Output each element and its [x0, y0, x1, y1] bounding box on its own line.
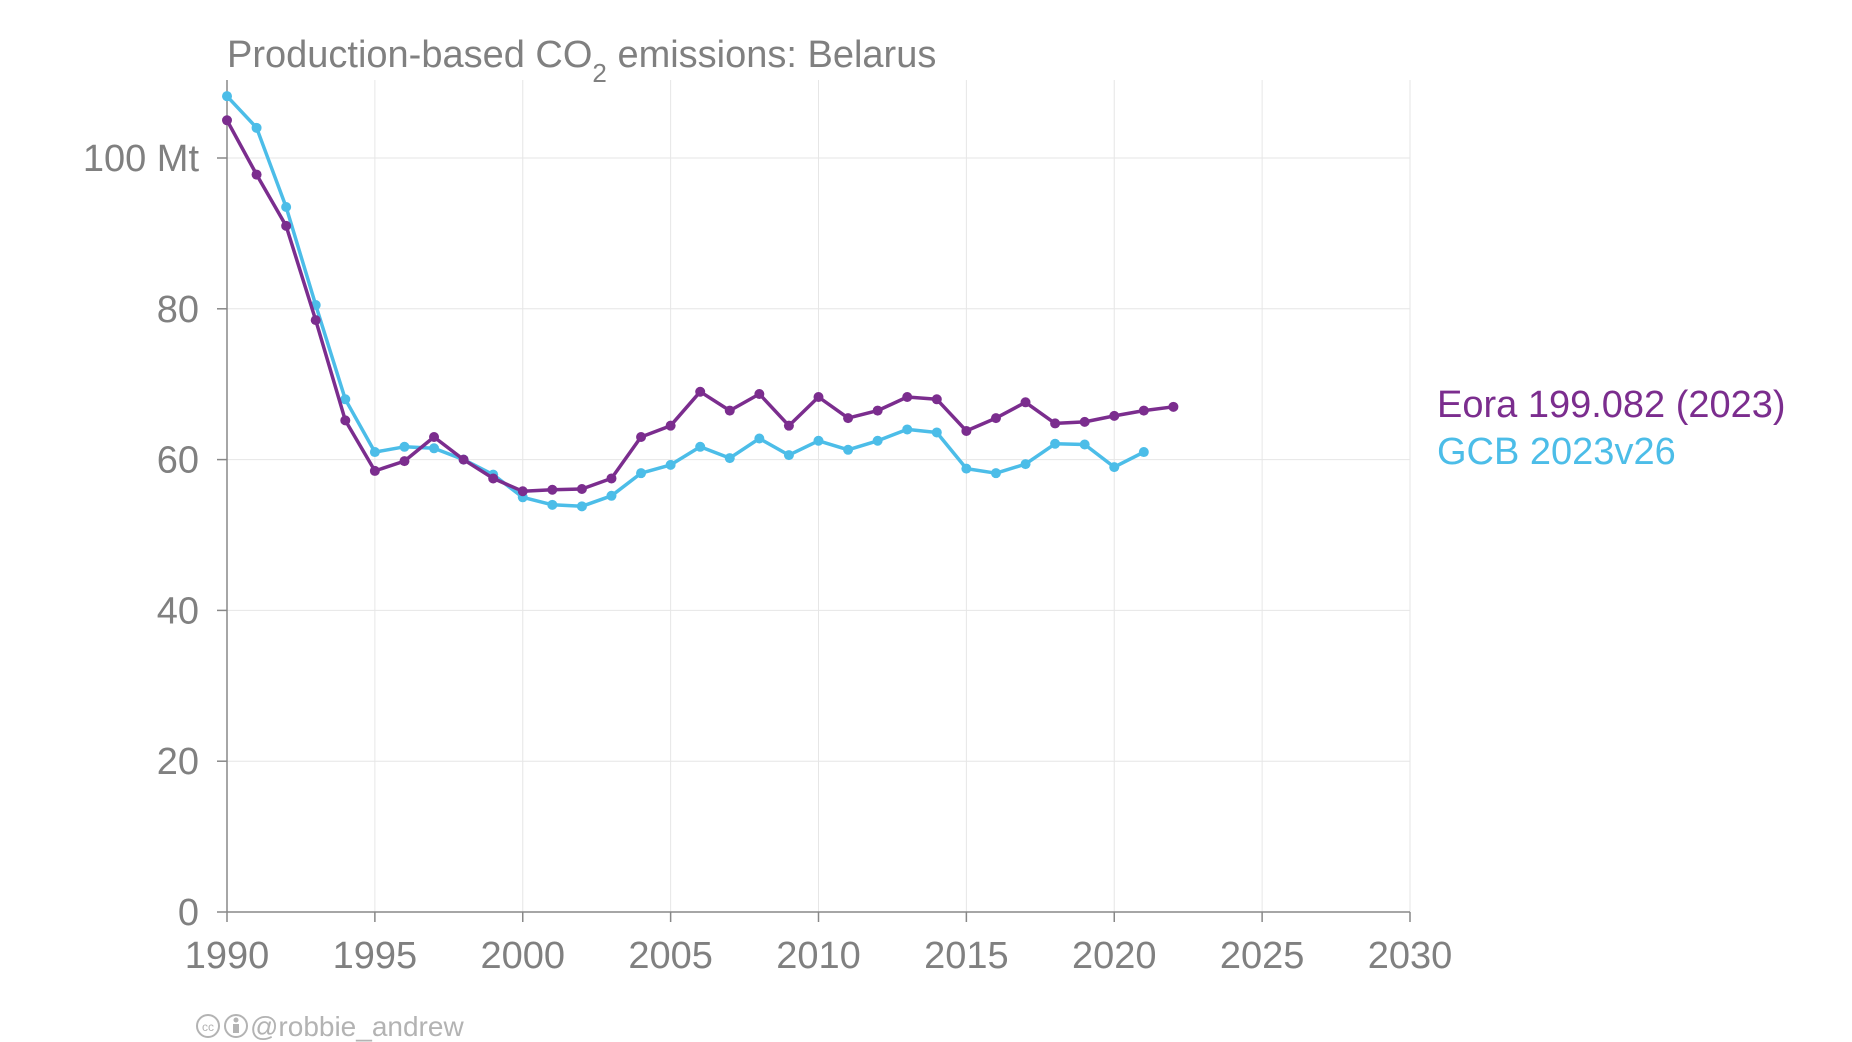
y-tick-label: 0: [178, 892, 199, 934]
data-point: [281, 220, 292, 231]
data-point: [813, 435, 824, 446]
x-tick-label: 2010: [776, 935, 861, 977]
data-point: [222, 91, 232, 102]
data-point: [695, 386, 706, 397]
data-point: [665, 420, 676, 431]
legend: Eora 199.082 (2023) GCB 2023v26: [1437, 384, 1786, 473]
data-point: [369, 447, 380, 458]
data-point: [606, 490, 617, 501]
series-line: [225, 118, 1176, 494]
data-point: [990, 468, 1001, 479]
chart-title: Production-based CO2 emissions: Belarus: [227, 34, 936, 88]
data-point: [458, 454, 469, 465]
data-point: [1138, 405, 1149, 416]
y-tick-label: 80: [157, 289, 199, 331]
data-point: [724, 405, 735, 416]
data-point: [1020, 397, 1031, 408]
data-point: [1079, 416, 1090, 427]
data-point: [517, 486, 528, 497]
x-tick-label: 1990: [185, 935, 270, 977]
x-tick-label: 2000: [480, 935, 565, 977]
data-point: [547, 484, 558, 495]
data-point: [340, 415, 351, 426]
data-point: [636, 468, 647, 479]
data-point: [606, 473, 617, 484]
data-point: [931, 427, 942, 438]
data-point: [488, 473, 499, 484]
data-point: [429, 431, 440, 442]
x-tick-label: 2015: [924, 935, 1009, 977]
series-gcb: [222, 91, 1149, 512]
data-point: [843, 444, 854, 455]
x-tick-label: 1995: [333, 935, 418, 977]
by-icon: [224, 1014, 248, 1038]
data-point: [872, 435, 883, 446]
data-point: [1020, 459, 1031, 470]
data-point: [1168, 401, 1179, 412]
x-tick-label: 2020: [1072, 935, 1157, 977]
cc-icon: cc: [196, 1014, 220, 1038]
data-point: [369, 465, 380, 476]
data-point: [340, 394, 351, 405]
data-point: [961, 425, 972, 436]
data-point: [222, 115, 232, 126]
credit: cc @robbie_andrew: [196, 1011, 464, 1042]
y-tick-label: 100 Mt: [83, 138, 200, 180]
data-point: [1109, 410, 1120, 421]
series: [222, 91, 1179, 512]
data-point: [576, 501, 587, 512]
data-point: [902, 424, 913, 435]
data-point: [547, 499, 558, 510]
data-point: [310, 315, 321, 326]
data-point: [990, 413, 1001, 424]
data-point: [636, 431, 647, 442]
data-point: [665, 459, 676, 470]
y-tick-label: 60: [157, 440, 199, 482]
data-point: [754, 433, 765, 444]
data-point: [1138, 447, 1149, 458]
data-point: [843, 413, 854, 424]
data-point: [813, 392, 824, 403]
data-point: [399, 456, 410, 467]
legend-entry: Eora 199.082 (2023): [1437, 384, 1786, 426]
data-point: [783, 420, 794, 431]
x-tick-label: 2030: [1368, 935, 1453, 977]
x-tick-label: 2025: [1220, 935, 1305, 977]
data-point: [754, 389, 765, 400]
data-point: [251, 169, 262, 180]
data-point: [1050, 418, 1061, 429]
svg-text:cc: cc: [202, 1020, 214, 1034]
tick-labels: 0 20 40 60 80 100 Mt 1990 1995 2000 2005 2010 2015 2…: [83, 138, 1452, 977]
data-point: [902, 392, 913, 403]
axes: [217, 80, 1411, 922]
data-point: [1050, 438, 1061, 449]
data-point: [399, 441, 410, 452]
data-point: [872, 405, 883, 416]
gridlines: [227, 80, 1411, 912]
y-tick-label: 40: [157, 590, 199, 632]
series-eora: [222, 115, 1179, 497]
data-point: [251, 122, 262, 133]
data-point: [1109, 462, 1120, 473]
data-point: [1079, 439, 1090, 450]
data-point: [429, 443, 440, 454]
legend-entry: GCB 2023v26: [1437, 431, 1676, 473]
y-tick-label: 20: [157, 741, 199, 783]
data-point: [783, 450, 794, 461]
credit-handle: @robbie_andrew: [250, 1011, 464, 1042]
data-point: [281, 202, 292, 213]
x-tick-label: 2005: [628, 935, 713, 977]
data-point: [695, 441, 706, 452]
data-point: [724, 453, 735, 464]
data-point: [576, 484, 587, 495]
data-point: [931, 394, 942, 405]
data-point: [961, 463, 972, 474]
